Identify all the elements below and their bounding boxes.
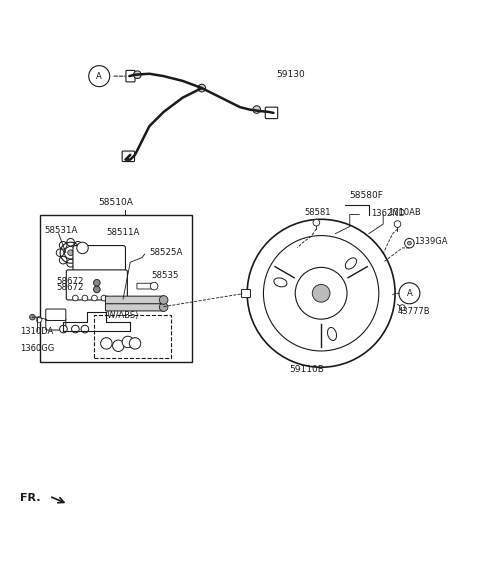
Text: 58581: 58581 (304, 208, 331, 216)
Text: 59110B: 59110B (289, 365, 324, 374)
Circle shape (30, 314, 35, 320)
Circle shape (56, 249, 64, 257)
Text: 58672: 58672 (56, 277, 84, 286)
Bar (39, 215, 192, 362)
FancyBboxPatch shape (66, 270, 127, 300)
Ellipse shape (345, 258, 357, 269)
Text: 1362ND: 1362ND (371, 209, 406, 218)
Circle shape (94, 286, 100, 293)
Circle shape (253, 106, 261, 113)
Text: 1360GG: 1360GG (21, 344, 55, 353)
Circle shape (133, 71, 141, 78)
Circle shape (92, 295, 97, 301)
Circle shape (101, 338, 112, 349)
Circle shape (312, 284, 330, 302)
Circle shape (81, 325, 89, 333)
Circle shape (295, 267, 347, 319)
Text: 58525A: 58525A (149, 248, 183, 257)
Circle shape (101, 295, 107, 301)
Circle shape (122, 336, 133, 348)
Circle shape (394, 221, 401, 227)
Circle shape (67, 238, 74, 246)
Text: A: A (96, 72, 102, 81)
Circle shape (67, 260, 74, 267)
FancyBboxPatch shape (73, 246, 125, 276)
Circle shape (113, 340, 124, 351)
Circle shape (198, 84, 205, 92)
Circle shape (64, 246, 77, 259)
Circle shape (74, 241, 82, 249)
Circle shape (36, 317, 42, 323)
Circle shape (159, 303, 168, 312)
Text: 58531A: 58531A (44, 226, 78, 235)
Text: 43777B: 43777B (397, 307, 430, 316)
FancyBboxPatch shape (137, 283, 152, 289)
Circle shape (399, 305, 405, 310)
Text: 58535: 58535 (152, 271, 179, 280)
Circle shape (405, 238, 414, 248)
Circle shape (60, 325, 67, 333)
Circle shape (159, 295, 168, 304)
Circle shape (74, 256, 82, 264)
FancyBboxPatch shape (122, 151, 134, 162)
Circle shape (129, 338, 141, 349)
Circle shape (313, 219, 320, 226)
Text: 1339GA: 1339GA (414, 237, 448, 246)
Text: 58510A: 58510A (98, 198, 133, 207)
Text: (W/ABS): (W/ABS) (104, 310, 138, 320)
FancyBboxPatch shape (126, 70, 135, 82)
Text: 58511A: 58511A (107, 228, 140, 237)
Circle shape (72, 295, 78, 301)
Circle shape (150, 282, 158, 290)
Circle shape (68, 250, 73, 256)
Circle shape (82, 295, 88, 301)
FancyBboxPatch shape (106, 304, 165, 311)
Text: 58672: 58672 (56, 283, 84, 292)
Circle shape (77, 242, 88, 254)
FancyBboxPatch shape (46, 309, 66, 320)
Ellipse shape (327, 328, 336, 340)
Circle shape (72, 325, 79, 333)
Text: 1310DA: 1310DA (21, 327, 54, 336)
FancyBboxPatch shape (265, 107, 278, 119)
Text: 58580F: 58580F (350, 191, 384, 200)
Text: 59130: 59130 (276, 70, 304, 79)
Bar (95, 314, 171, 358)
Text: FR.: FR. (21, 493, 41, 504)
Ellipse shape (274, 278, 287, 287)
Circle shape (247, 219, 395, 367)
FancyBboxPatch shape (106, 296, 165, 304)
FancyBboxPatch shape (46, 319, 66, 330)
Circle shape (94, 279, 100, 286)
Text: 1710AB: 1710AB (388, 208, 420, 216)
Text: A: A (407, 288, 412, 298)
Circle shape (408, 241, 411, 245)
Circle shape (77, 249, 85, 257)
FancyBboxPatch shape (241, 290, 251, 298)
Circle shape (60, 256, 67, 264)
Circle shape (60, 241, 67, 249)
